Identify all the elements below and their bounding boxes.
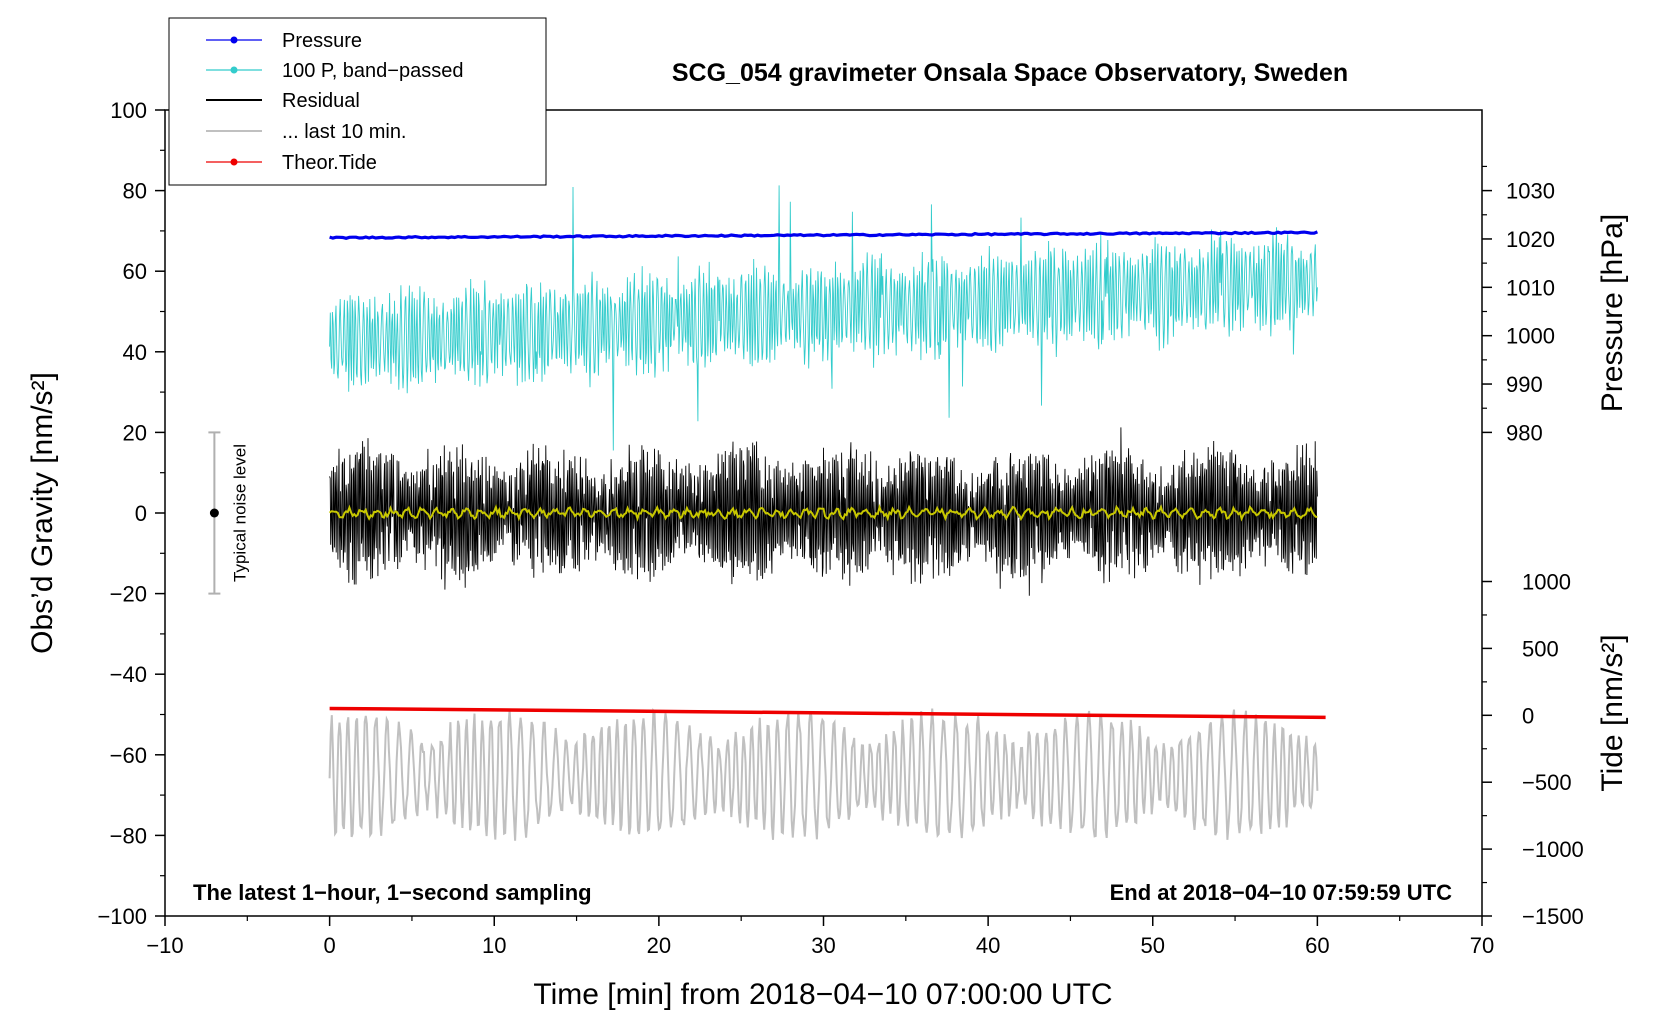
y-tick-label: −40 <box>110 662 147 687</box>
series-residual <box>329 427 1318 596</box>
y-tick-label: 60 <box>123 259 147 284</box>
x-axis-ticks: −10 0 10 20 30 40 50 60 70 <box>146 916 1494 958</box>
y-tick-label: −80 <box>110 823 147 848</box>
tide-tick-label: 0 <box>1522 703 1534 728</box>
series-bandpassed-pressure <box>329 185 1318 451</box>
annotation-sampling: The latest 1−hour, 1−second sampling <box>193 880 592 905</box>
x-tick-label: −10 <box>146 933 183 958</box>
x-tick-label: 20 <box>647 933 671 958</box>
y-tick-label: −100 <box>97 904 147 929</box>
pressure-tick-label: 1020 <box>1506 227 1555 252</box>
y-axis-title-left: Obs’d Gravity [nm/s²] <box>26 372 59 654</box>
legend-box <box>168 17 547 186</box>
y-tick-label: −20 <box>110 582 147 607</box>
y-axis-title-pressure: Pressure [hPa] <box>1596 214 1629 412</box>
legend-label-tide: Theor.Tide <box>282 152 377 174</box>
y-tick-label: −60 <box>110 743 147 768</box>
pressure-tick-label: 980 <box>1506 420 1543 445</box>
legend: Pressure 100 P, band−passed Residual ...… <box>168 17 547 186</box>
y-tick-label: 20 <box>123 420 147 445</box>
pressure-tick-label: 1000 <box>1506 324 1555 349</box>
y-tick-label: 80 <box>123 179 147 204</box>
tide-axis-ticks: −1500 −1000 −500 0 500 1000 <box>1482 570 1584 929</box>
noise-bar-center-dot <box>209 508 219 518</box>
y-axis-title-tide: Tide [nm/s²] <box>1596 634 1629 791</box>
series-layer <box>328 185 1326 841</box>
noise-level-indicator: Typical noise level <box>208 431 249 595</box>
series-pressure <box>329 230 1318 240</box>
y-tick-label: 100 <box>110 98 147 123</box>
noise-level-label: Typical noise level <box>230 444 249 582</box>
legend-label-residual: Residual <box>282 90 360 112</box>
x-tick-label: 60 <box>1305 933 1329 958</box>
chart-title: SCG_054 gravimeter Onsala Space Observat… <box>672 59 1348 87</box>
x-tick-label: 40 <box>976 933 1000 958</box>
pressure-tick-label: 1010 <box>1506 275 1555 300</box>
x-tick-label: 30 <box>811 933 835 958</box>
legend-label-pressure: Pressure <box>282 30 362 52</box>
x-axis-title: Time [min] from 2018−04−10 07:00:00 UTC <box>533 978 1112 1011</box>
annotation-end-time: End at 2018−04−10 07:59:59 UTC <box>1110 880 1453 905</box>
series-last-10-min <box>328 707 1319 841</box>
pressure-tick-label: 1030 <box>1506 179 1555 204</box>
legend-label-last10: ... last 10 min. <box>282 121 407 143</box>
tide-tick-label: −1500 <box>1522 904 1584 929</box>
legend-marker-pressure <box>230 36 238 44</box>
pressure-axis-ticks: 980 990 1000 1010 1020 1030 <box>1482 165 1555 445</box>
x-tick-label: 50 <box>1141 933 1165 958</box>
x-tick-label: 0 <box>324 933 336 958</box>
pressure-tick-label: 990 <box>1506 372 1543 397</box>
legend-marker-bandpassed <box>230 66 238 74</box>
legend-marker-tide <box>230 158 238 166</box>
x-tick-label: 10 <box>482 933 506 958</box>
y-axis-ticks: −100 −80 −60 −40 −20 0 20 40 60 80 100 <box>97 98 165 929</box>
y-tick-label: 40 <box>123 340 147 365</box>
tide-tick-label: −1000 <box>1522 837 1584 862</box>
series-theoretical-tide <box>329 706 1326 720</box>
x-tick-label: 70 <box>1470 933 1494 958</box>
tide-tick-label: 500 <box>1522 636 1559 661</box>
tide-tick-label: 1000 <box>1522 570 1571 595</box>
legend-label-bandpassed: 100 P, band−passed <box>282 60 463 82</box>
y-tick-label: 0 <box>135 501 147 526</box>
tide-tick-label: −500 <box>1522 770 1572 795</box>
series-residual-smoothed <box>328 503 1318 522</box>
